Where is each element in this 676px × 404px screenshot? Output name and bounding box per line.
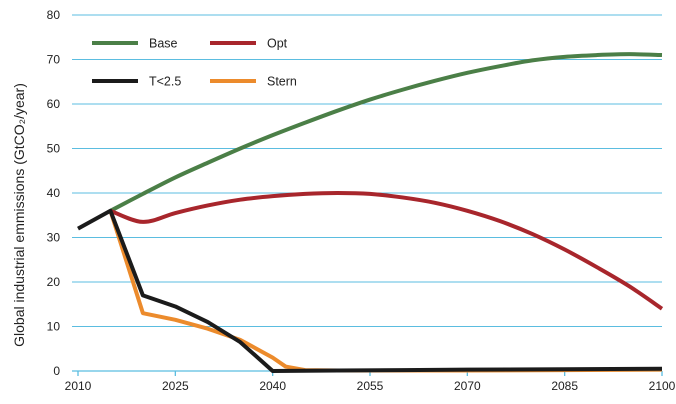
- y-tick-label: 30: [47, 231, 61, 245]
- x-tick-label: 2055: [357, 379, 384, 393]
- series-lines: [77, 52, 664, 373]
- y-tick-label: 80: [47, 8, 61, 22]
- series-line-t-2-5: [77, 208, 663, 373]
- legend: Base Opt T<2.5 Stern: [92, 37, 297, 89]
- y-tick-label: 70: [47, 53, 61, 67]
- legend-label-opt: Opt: [267, 37, 288, 51]
- x-tick-label: 2100: [649, 379, 676, 393]
- legend-label-t-2-5: T<2.5: [149, 75, 181, 89]
- y-tick-label: 20: [47, 275, 61, 289]
- x-tick-label: 2025: [162, 379, 189, 393]
- y-tick-label: 40: [47, 186, 61, 200]
- y-tick-label: 50: [47, 142, 61, 156]
- legend-label-stern: Stern: [267, 75, 297, 89]
- gridlines: [72, 14, 662, 328]
- axes: 0 10 20 30 40 50 60 70 80 2010 2025 2040 2055 2070 208…: [47, 8, 676, 393]
- x-tick-label: 2070: [454, 379, 481, 393]
- y-tick-label: 10: [47, 320, 61, 334]
- y-axis-label: Global industrial emmissions (GtCO₂/year…: [11, 83, 27, 347]
- y-tick-label: 60: [47, 97, 61, 111]
- x-tick-label: 2085: [551, 379, 578, 393]
- legend-label-base: Base: [149, 37, 178, 51]
- series-line-base: [109, 52, 663, 213]
- x-tick-label: 2040: [259, 379, 286, 393]
- series-line-stern: [108, 210, 663, 373]
- y-tick-label: 0: [53, 364, 60, 378]
- series-line-opt: [109, 191, 664, 311]
- x-tick-label: 2010: [65, 379, 92, 393]
